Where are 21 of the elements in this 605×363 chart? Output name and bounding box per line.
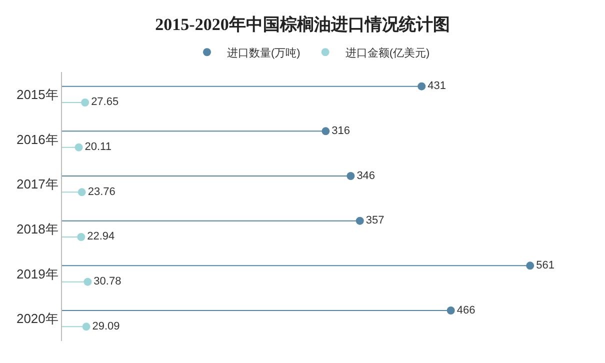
data-label: 357 <box>366 214 384 227</box>
y-tick-label: 2015年 <box>16 86 58 102</box>
data-label: 431 <box>428 80 446 92</box>
y-tick-label: 2020年 <box>16 311 58 326</box>
y-tick-label: 2017年 <box>16 176 58 192</box>
data-label: 29.09 <box>92 320 120 332</box>
data-label: 20.11 <box>84 141 112 154</box>
data-label: 466 <box>456 304 476 316</box>
data-label: 22.94 <box>87 230 115 243</box>
data-label: 30.78 <box>94 276 122 288</box>
y-tick-label: 2016年 <box>16 132 58 147</box>
y-tick-label: 2018年 <box>16 221 58 236</box>
data-label: 346 <box>356 170 376 182</box>
data-label: 23.76 <box>88 186 116 198</box>
data-label: 561 <box>536 259 554 272</box>
chart-title: 2015-2020年中国棕榈油进口情况统计图 <box>155 15 450 34</box>
legend-label: 进口数量(万吨) <box>227 46 300 60</box>
y-tick-label: 2019年 <box>16 266 58 282</box>
legend-label: 进口金额(亿美元) <box>345 46 430 60</box>
data-label: 316 <box>332 124 350 137</box>
data-label: 27.65 <box>91 96 119 108</box>
